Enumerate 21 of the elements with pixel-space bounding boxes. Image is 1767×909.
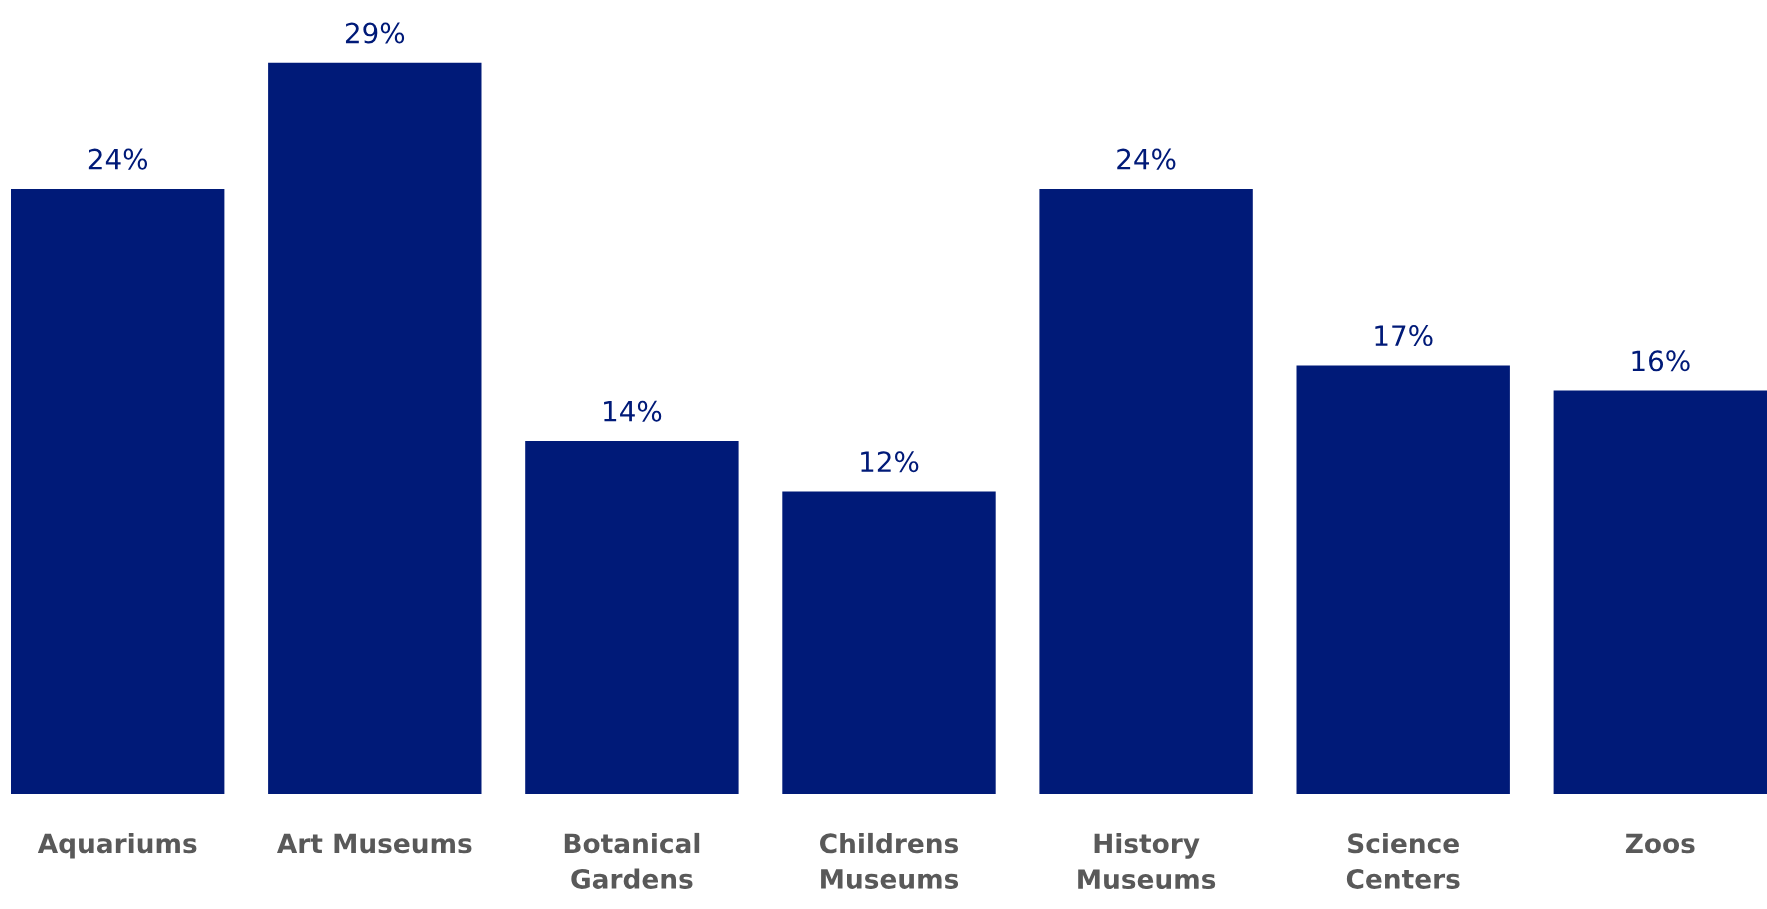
x-tick-label: Childrens Museums — [820, 832, 959, 889]
bar — [525, 441, 739, 794]
bar — [782, 491, 996, 794]
bar — [1296, 365, 1510, 794]
data-label: 12% — [861, 451, 919, 473]
data-label: 24% — [88, 148, 148, 170]
x-tick-label: Zoos — [1625, 833, 1695, 854]
data-label: 16% — [1632, 350, 1690, 372]
bar — [268, 62, 482, 794]
data-label: 29% — [345, 22, 405, 44]
bar — [1039, 188, 1253, 794]
x-tick-label: Aquariums — [37, 832, 197, 859]
x-tick-label: Botanical Gardens — [564, 832, 700, 889]
data-label: 17% — [1375, 325, 1433, 347]
x-tick-label: History Museums — [1078, 832, 1216, 890]
x-tick-label: Science Centers — [1346, 832, 1460, 889]
data-label: 24% — [1117, 148, 1176, 170]
bar — [11, 188, 225, 794]
data-label: 14% — [604, 400, 662, 422]
bar — [1553, 390, 1767, 794]
x-tick-label: Art Museums — [276, 833, 472, 854]
